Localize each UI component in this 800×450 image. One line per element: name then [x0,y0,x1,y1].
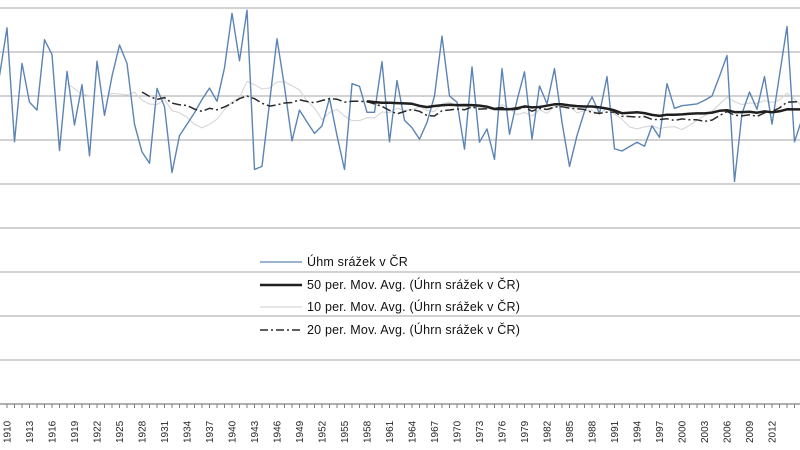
x-axis-tick-label: 1922 [93,420,104,443]
x-axis-tick-label: 1919 [70,420,81,443]
x-axis-tick-label: 2000 [678,420,689,443]
x-axis-tick-label: 2003 [700,420,711,443]
x-axis-tick-label: 1952 [318,420,329,443]
x-axis-tick-label: 1928 [138,420,149,443]
x-axis-tick-label: 1967 [430,420,441,443]
x-axis-tick-label: 1958 [363,420,374,443]
x-axis-tick-label: 1925 [115,420,126,443]
x-axis-tick-label: 1973 [475,420,486,443]
x-axis-tick-label: 1916 [48,420,59,443]
x-axis-tick-label: 1979 [520,420,531,443]
x-axis-tick-label: 1970 [453,420,464,443]
x-axis-tick-label: 1910 [3,420,14,443]
x-axis-tick-label: 1913 [25,420,36,443]
legend: Úhm srážek v ČR 50 per. Mov. Avg. (Úhrn s… [260,251,520,341]
x-axis-tick-label: 1982 [543,420,554,443]
x-axis-tick-label: 1940 [228,420,239,443]
x-axis-tick-label: 1976 [498,420,509,443]
legend-line-sample [260,328,302,331]
x-axis-tick-label: 1931 [160,420,171,443]
x-axis-tick-label: 2006 [723,420,734,443]
x-axis-tick-label: 1934 [183,420,194,443]
legend-item: 50 per. Mov. Avg. (Úhrn srážek v ČR) [260,274,520,297]
legend-item-label: 20 per. Mov. Avg. (Úhrn srážek v ČR) [307,322,521,337]
x-axis-tick-label: 1997 [655,420,666,443]
series-moving-average-50 [366,100,800,118]
legend-item: Úhm srážek v ČR [260,251,520,274]
x-axis-tick-label: 1964 [408,420,419,443]
legend-line-sample [260,283,302,287]
legend-line-sample [260,261,302,263]
x-axis-tick-label: 1943 [250,420,261,443]
legend-item-label: 50 per. Mov. Avg. (Úhrn srážek v ČR) [307,277,521,292]
x-axis-tick-label: 1937 [205,420,216,443]
series-annual-precipitation [0,9,800,183]
legend-item: 20 per. Mov. Avg. (Úhrn srážek v ČR) [260,319,520,342]
legend-item-label: 10 per. Mov. Avg. (Úhrn srážek v ČR) [307,300,521,315]
x-axis-tick-label: 2012 [768,420,779,443]
x-axis-tick-label: 1946 [273,420,284,443]
x-axis-tick-label: 1991 [610,420,621,443]
legend-item-label: Úhm srážek v ČR [307,255,408,270]
x-axis-tick-label: 1955 [340,420,351,443]
series-moving-average-20 [141,91,800,123]
x-axis-tick-label: 1949 [295,420,306,443]
x-axis-tick-label: 1985 [565,420,576,443]
legend-line-sample [260,306,302,308]
x-axis-tick-label: 1961 [385,420,396,443]
legend-item: 10 per. Mov. Avg. (Úhrn srážek v ČR) [260,296,520,319]
x-axis-tick-label: 1988 [588,420,599,443]
x-axis-tick-label: 2009 [745,420,756,443]
x-axis-tick-label: 1994 [633,420,644,443]
